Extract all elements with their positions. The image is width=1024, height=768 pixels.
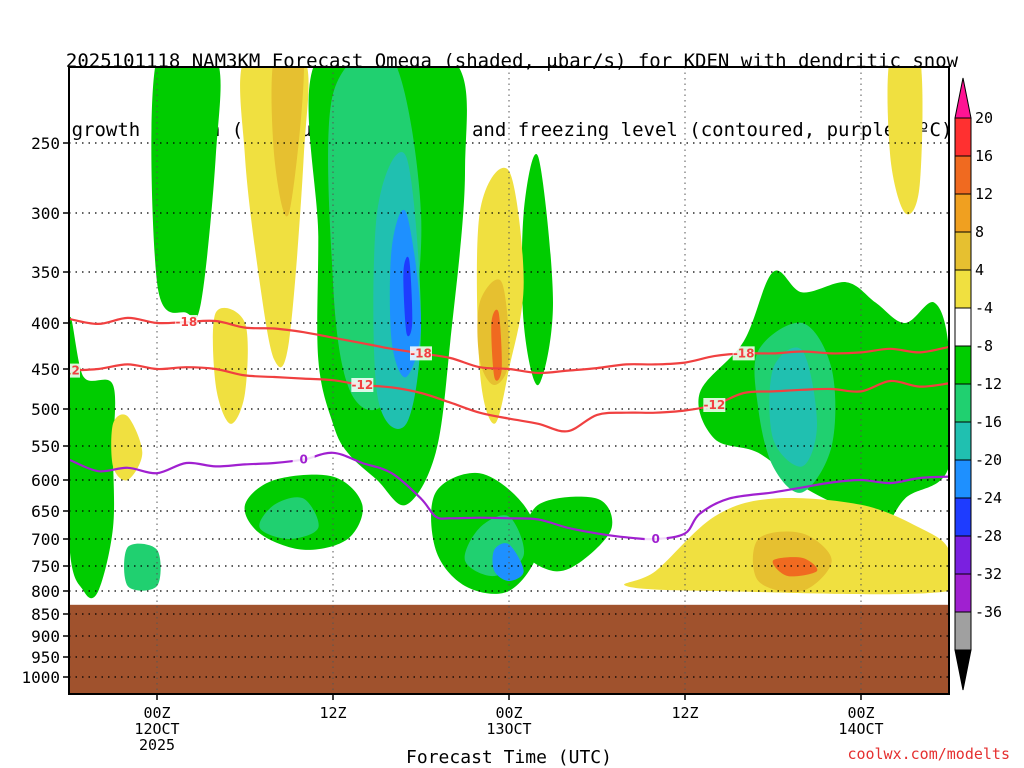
y-tick-label-1000: 1000 [21, 668, 60, 687]
y-tick-label-650: 650 [31, 502, 60, 521]
colorbar-label-11: -28 [975, 527, 1002, 545]
y-tick-label-550: 550 [31, 437, 60, 456]
y-tick-label-450: 450 [31, 360, 60, 379]
omega-region-9 [259, 497, 319, 539]
y-tick-label-250: 250 [31, 134, 60, 153]
colorbar-label-0: 20 [975, 109, 993, 127]
dgz-top-contour-label-1: -18 [410, 346, 432, 360]
y-tick-label-850: 850 [31, 605, 60, 624]
watermark: coolwx.com/modelts [847, 745, 1010, 763]
freezing-level-contour-label-bg-1 [644, 532, 667, 546]
colorbar-label-12: -32 [975, 565, 1002, 583]
dgz-bottom-contour-label-bg-2 [703, 398, 726, 412]
x-tick-label-18-0: 12Z [319, 704, 346, 722]
colorbar-box-5 [954, 307, 972, 347]
colorbar-box-0 [954, 117, 972, 157]
dgz-top-contour-label-0: -18 [175, 315, 197, 329]
colorbar-label-4: 4 [975, 261, 984, 279]
colorbar-box-12 [954, 573, 972, 613]
colorbar-label-13: -36 [975, 603, 1002, 621]
colorbar-label-6: -8 [975, 337, 993, 355]
x-tick-label-6-1: 12OCT [134, 720, 179, 738]
y-tick-label-500: 500 [31, 400, 60, 419]
colorbar-box-9 [954, 459, 972, 499]
omega-region-17 [403, 256, 413, 337]
omega-shading [69, 67, 949, 599]
omega-region-27 [491, 309, 502, 381]
omega-region-4 [523, 496, 613, 572]
x-tick-label-54-0: 00Z [847, 704, 874, 722]
freezing-level-contour-label-1: 0 [651, 532, 659, 546]
colorbar-label-1: 16 [975, 147, 993, 165]
colorbar-bottom-arrow [954, 649, 972, 691]
colorbar-box-1 [954, 155, 972, 195]
colorbar-label-3: 8 [975, 223, 984, 241]
dgz-top-contour-label-bg-0 [175, 314, 198, 329]
y-tick-label-600: 600 [31, 471, 60, 490]
y-tick-label-400: 400 [31, 314, 60, 333]
y-tick-label-750: 750 [31, 557, 60, 576]
colorbar-label-8: -16 [975, 413, 1002, 431]
contour-lines: -18 -18 -18 -12 -12 -12 0 0 [58, 314, 949, 546]
freezing-level-contour-line [69, 451, 949, 541]
terrain-block [69, 604, 949, 694]
omega-region-7 [69, 317, 116, 599]
omega-region-12 [124, 543, 161, 591]
dgz-bottom-contour-label-0: -12 [58, 364, 80, 378]
colorbar-box-11 [954, 535, 972, 575]
colorbar-box-7 [954, 383, 972, 423]
y-tick-label-800: 800 [31, 582, 60, 601]
dgz-bottom-contour-label-2: -12 [703, 398, 725, 412]
dgz-top-contour-label-2: -18 [733, 346, 755, 360]
y-axis: 250 300 350 400 450 500 550 600 650 700 750 800 850 9… [21, 134, 69, 687]
y-tick-label-350: 350 [31, 263, 60, 282]
dgz-top-contour-label-bg-2 [732, 346, 755, 361]
terrain-mask [69, 604, 949, 694]
y-tick-label-300: 300 [31, 204, 60, 223]
colorbar-label-2: 12 [975, 185, 993, 203]
dgz-bottom-contour-label-bg-0 [69, 363, 80, 378]
colorbar-box-13 [954, 611, 972, 651]
omega-region-24 [271, 67, 304, 217]
colorbar: 20 16 12 8 4 -4 -8 -12 -16 -20 -24 -28 -32 -36 [954, 77, 1002, 691]
colorbar-label-5: -4 [975, 299, 993, 317]
colorbar-box-6 [954, 345, 972, 385]
omega-region-0 [151, 67, 221, 319]
freezing-level-contour-label-bg-0 [292, 452, 315, 467]
omega-region-14 [769, 347, 817, 467]
dgz-top-contour-label-bg-1 [410, 346, 432, 361]
omega-region-19 [212, 307, 248, 424]
colorbar-label-7: -12 [975, 375, 1002, 393]
omega-region-16 [492, 543, 524, 581]
colorbar-box-10 [954, 497, 972, 537]
omega-region-28 [772, 557, 818, 577]
x-tick-label-30-1: 13OCT [486, 720, 531, 738]
colorbar-box-8 [954, 421, 972, 461]
x-tick-label-54-1: 14OCT [838, 720, 883, 738]
x-tick-label-42-0: 12Z [671, 704, 698, 722]
dgz-bottom-contour-label-1: -12 [351, 378, 373, 392]
colorbar-label-9: -20 [975, 451, 1002, 469]
colorbar-box-4 [954, 269, 972, 309]
omega-region-5 [521, 153, 553, 386]
y-tick-label-950: 950 [31, 648, 60, 667]
colorbar-label-10: -24 [975, 489, 1002, 507]
dgz-bottom-contour-label-bg-1 [351, 378, 374, 392]
colorbar-box-2 [954, 193, 972, 233]
omega-region-23 [887, 67, 923, 215]
freezing-level-contour-label-0: 0 [299, 453, 307, 467]
omega-region-22 [111, 414, 143, 481]
x-axis-label: Forecast Time (UTC) [406, 747, 612, 768]
dgz-bottom-contour-line [69, 363, 949, 433]
y-tick-label-900: 900 [31, 627, 60, 646]
dgz-top-contour-line [69, 316, 949, 375]
x-tick-label-6-0: 00Z [143, 704, 170, 722]
colorbar-top-arrow [954, 77, 972, 119]
colorbar-box-3 [954, 231, 972, 271]
y-tick-label-700: 700 [31, 530, 60, 549]
x-tick-label-30-0: 00Z [495, 704, 522, 722]
x-tick-label-6-2: 2025 [139, 736, 175, 754]
